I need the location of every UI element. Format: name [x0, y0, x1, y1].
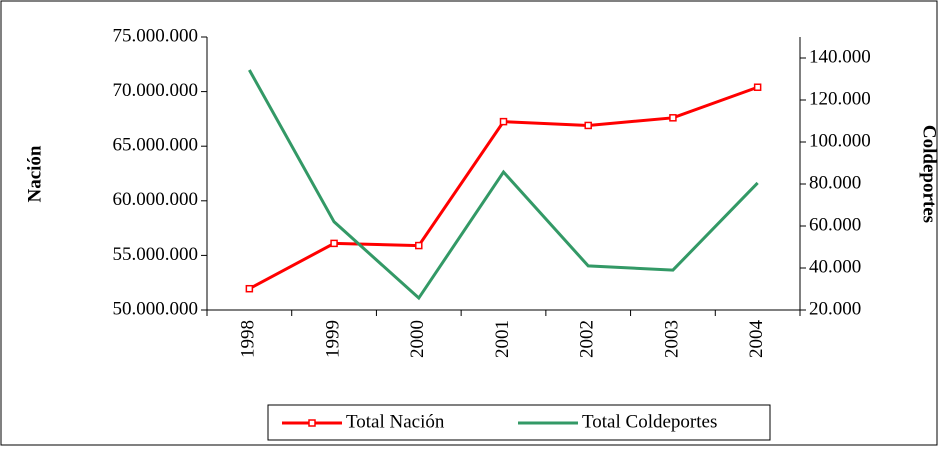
y-tick-label: 65.000.000 — [113, 135, 199, 156]
y2-tick-label: 60.000 — [809, 214, 861, 235]
series-line — [248, 69, 759, 301]
y2-tick-label: 20.000 — [809, 298, 861, 319]
y-tick-label: 60.000.000 — [113, 189, 199, 210]
x-tick-label: 2001 — [492, 320, 513, 358]
point-marker — [330, 239, 338, 248]
point-marker — [415, 241, 423, 250]
x-tick-label: 1999 — [322, 320, 343, 358]
y-tick-label: 55.000.000 — [113, 244, 199, 265]
legend-box — [267, 404, 771, 441]
y2-tick-label: 40.000 — [809, 256, 861, 277]
point-marker — [753, 83, 762, 91]
point-marker — [245, 284, 254, 293]
y-tick-label: 75.000.000 — [113, 25, 199, 46]
y-tick-label: 70.000.000 — [113, 80, 199, 101]
point-marker — [499, 117, 508, 126]
x-tick-label: 1998 — [238, 320, 259, 358]
x-tick-label: 2003 — [661, 320, 682, 358]
y2-tick-label: 80.000 — [809, 172, 861, 193]
series-line — [248, 85, 759, 291]
x-tick-label: 2000 — [407, 320, 428, 358]
point-marker — [584, 121, 592, 130]
point-marker — [669, 114, 677, 122]
y-tick-label: 50.000.000 — [113, 298, 199, 319]
y2-tick-label: 120.000 — [809, 88, 871, 109]
legend-label: Total Nación — [346, 411, 445, 432]
y2-tick-label: 100.000 — [809, 130, 871, 151]
x-tick-label: 2004 — [746, 320, 767, 359]
legend-marker — [308, 419, 316, 427]
y-axis-title: Nación — [24, 145, 45, 202]
y2-axis-title: Coldeportes — [919, 125, 939, 223]
x-tick-label: 2002 — [577, 320, 598, 358]
legend-label: Total Coldeportes — [582, 411, 717, 432]
y2-tick-label: 140.000 — [809, 46, 871, 67]
